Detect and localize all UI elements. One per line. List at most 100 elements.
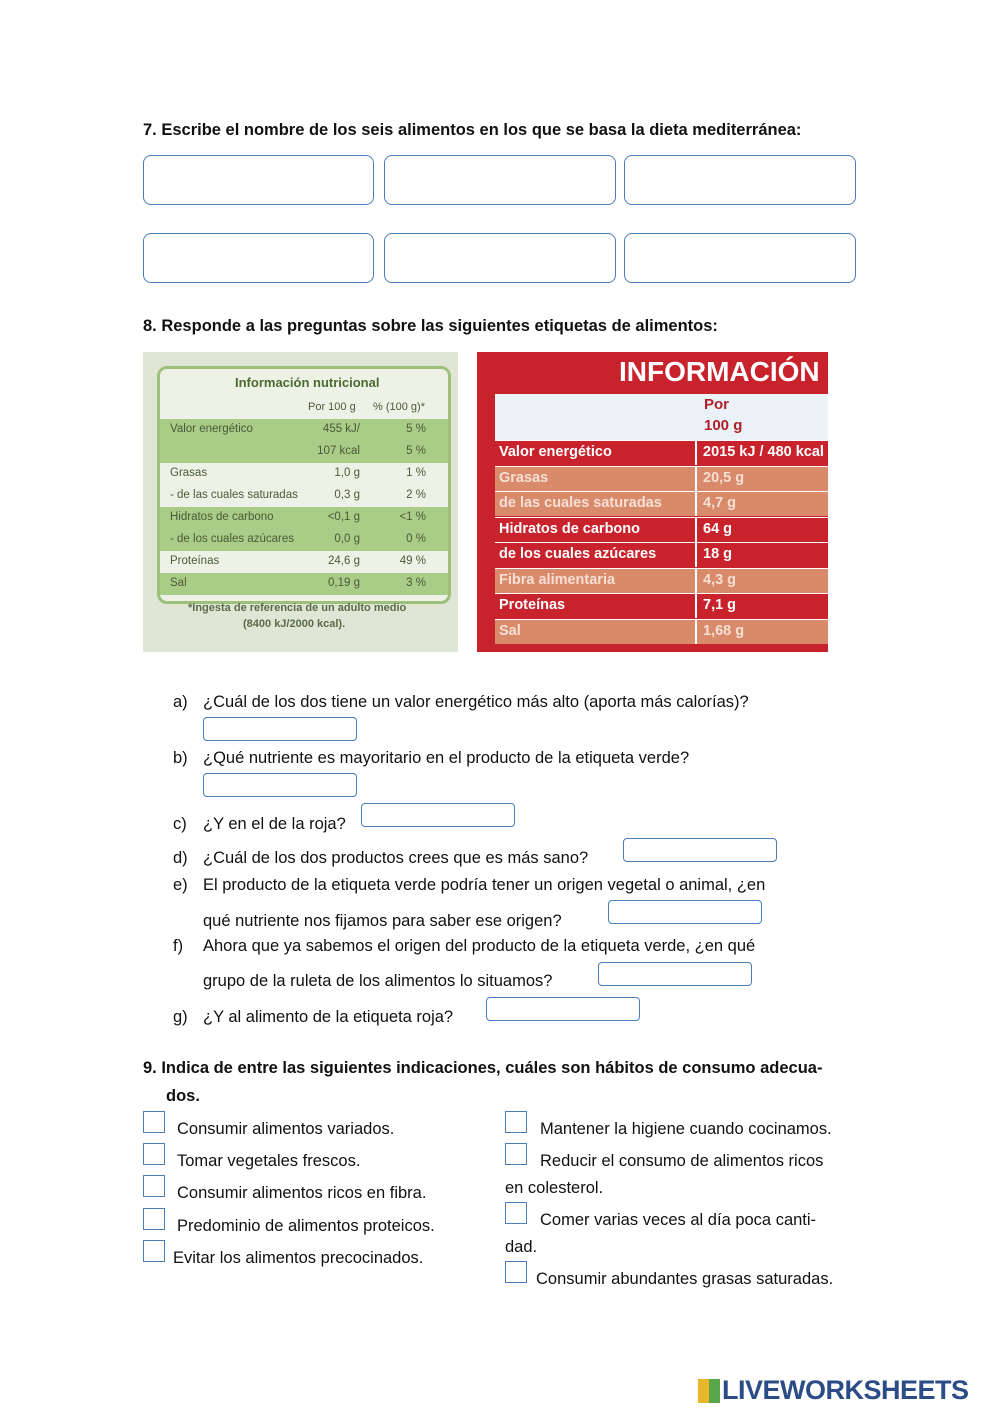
- q9-title: dos.: [166, 1087, 200, 1105]
- per100: 0,3 g: [334, 489, 360, 501]
- checkbox[interactable]: [143, 1175, 165, 1197]
- checkbox[interactable]: [505, 1261, 527, 1283]
- red-divider: [695, 568, 697, 593]
- question-letter: c): [173, 815, 187, 833]
- answer-box[interactable]: [384, 233, 616, 283]
- answer-box[interactable]: [598, 962, 752, 986]
- habit-text: Consumir abundantes grasas saturadas.: [536, 1270, 834, 1288]
- green-row: - de las cuales saturadas 0,3 g 2 %: [160, 485, 448, 507]
- red-row: Sal 1,68 g: [495, 618, 828, 644]
- checkbox[interactable]: [505, 1111, 527, 1133]
- question-text: ¿Cuál de los dos productos crees que es …: [203, 849, 589, 867]
- checkbox[interactable]: [505, 1202, 527, 1224]
- red-row: de las cuales saturadas 4,7 g: [495, 491, 828, 516]
- answer-box[interactable]: [203, 717, 357, 741]
- answer-box[interactable]: [624, 233, 856, 283]
- green-col: Por 100 g: [308, 401, 356, 413]
- answer-box[interactable]: [608, 900, 762, 924]
- nutrient: de los cuales azúcares: [499, 546, 657, 562]
- red-row: Fibra alimentaria 4,3 g: [495, 567, 828, 593]
- nutrient: Sal: [499, 622, 521, 639]
- nutrient: Grasas: [499, 469, 549, 486]
- per100: 24,6 g: [328, 555, 360, 567]
- nutrient: Grasas: [170, 467, 208, 479]
- red-row: de los cuales azúcares 18 g: [495, 542, 828, 567]
- logo: LIVEWORKSHEETS: [722, 1375, 969, 1405]
- checkbox[interactable]: [143, 1111, 165, 1133]
- pct: 5 %: [406, 423, 426, 435]
- answer-box[interactable]: [624, 155, 856, 205]
- question-text: ¿Cuál de los dos tiene un valor energéti…: [203, 693, 749, 711]
- answer-box[interactable]: [486, 997, 640, 1021]
- green-row: Hidratos de carbono <0,1 g <1 %: [160, 507, 448, 529]
- pct: <1 %: [399, 511, 426, 523]
- green-row: Grasas 1,0 g 1 %: [160, 463, 448, 485]
- question-letter: f): [173, 937, 184, 955]
- habit-text: Tomar vegetales frescos.: [177, 1152, 361, 1170]
- red-header-band: [495, 394, 828, 440]
- nutrient: - de las cuales saturadas: [170, 489, 298, 501]
- per100: 20,5 g: [703, 469, 745, 486]
- answer-box[interactable]: [143, 233, 374, 283]
- habit-text: Consumir alimentos variados.: [177, 1120, 395, 1138]
- answer-box[interactable]: [143, 155, 374, 205]
- question-letter: b): [173, 749, 188, 767]
- red-row: Valor energético 2015 kJ / 480 kcal: [495, 440, 828, 465]
- red-heading: INFORMACIÓN NUT: [619, 356, 828, 387]
- habit-text: Reducir el consumo de alimentos ricos: [540, 1152, 824, 1170]
- nutrient: - de los cuales azúcares: [170, 533, 295, 545]
- red-col: 100 g: [704, 417, 743, 434]
- habit-text: en colesterol.: [505, 1179, 604, 1197]
- habit-text: Mantener la higiene cuando cocinamos.: [540, 1120, 832, 1138]
- checkbox[interactable]: [143, 1143, 165, 1165]
- red-divider: [695, 594, 697, 618]
- green-col: % (100 g)*: [373, 401, 425, 413]
- answer-box[interactable]: [384, 155, 616, 205]
- question-text: grupo de la ruleta de los alimentos lo s…: [203, 972, 553, 990]
- checkbox[interactable]: [505, 1143, 527, 1165]
- per100: 18 g: [703, 546, 733, 562]
- question-text: qué nutriente nos fijamos para saber ese…: [203, 912, 562, 930]
- answer-box[interactable]: [361, 803, 515, 827]
- nutrient: Proteínas: [499, 597, 566, 613]
- green-heading: Información nutricional: [235, 375, 380, 390]
- pct: 3 %: [406, 577, 426, 589]
- pct: 2 %: [406, 489, 426, 501]
- q7-title: 7. Escribe el nombre de los seis aliment…: [143, 121, 802, 139]
- habit-text: Evitar los alimentos precocinados.: [173, 1249, 424, 1267]
- red-divider: [695, 543, 697, 567]
- checkbox[interactable]: [143, 1240, 165, 1262]
- per100: 4,3 g: [703, 571, 737, 588]
- red-row: Grasas 20,5 g: [495, 465, 828, 491]
- nutrient: Valor energético: [499, 444, 612, 460]
- nutrient: Valor energético: [170, 423, 253, 435]
- per100: 0,0 g: [334, 533, 360, 545]
- nutrient: Fibra alimentaria: [499, 571, 616, 588]
- answer-box[interactable]: [203, 773, 357, 797]
- per100: <0,1 g: [327, 511, 360, 523]
- red-col: Por: [704, 396, 730, 413]
- red-divider: [695, 466, 697, 491]
- q9-title: 9. Indica de entre las siguientes indica…: [143, 1059, 823, 1077]
- nutrient: Sal: [170, 577, 187, 589]
- question-text: ¿Y en el de la roja?: [203, 815, 346, 833]
- red-divider: [695, 619, 697, 644]
- red-row: Hidratos de carbono 64 g: [495, 516, 828, 542]
- green-row: Valor energético 455 kJ/5 %: [160, 419, 448, 441]
- per100: 107 kcal: [317, 445, 360, 457]
- per100: 1,68 g: [703, 622, 745, 639]
- pct: 49 %: [399, 555, 426, 567]
- nutrient: de las cuales saturadas: [499, 495, 662, 511]
- green-row: Proteínas 24,6 g 49 %: [160, 551, 448, 573]
- answer-box[interactable]: [623, 838, 777, 862]
- green-label: Información nutricional Por 100 g % (100…: [143, 352, 458, 652]
- question-letter: e): [173, 876, 188, 894]
- checkbox[interactable]: [143, 1208, 165, 1230]
- pct: 0 %: [406, 533, 426, 545]
- nutrient: Proteínas: [170, 555, 220, 567]
- question-letter: g): [173, 1008, 188, 1026]
- per100: 1,0 g: [334, 467, 360, 479]
- red-divider: [695, 492, 697, 516]
